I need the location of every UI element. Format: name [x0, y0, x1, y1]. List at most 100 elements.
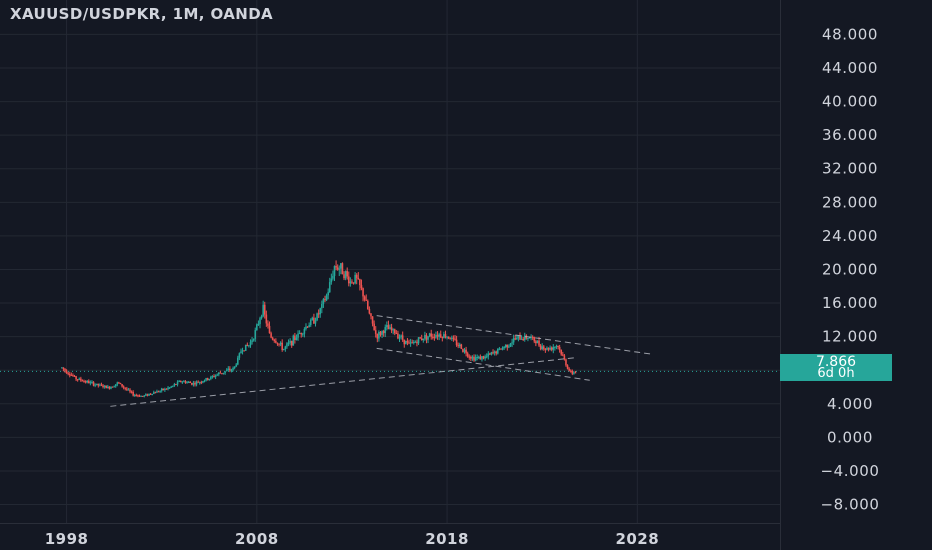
candle-body [574, 372, 577, 374]
candle-body [438, 334, 440, 337]
candle-body [83, 381, 85, 383]
candle-body [477, 356, 480, 358]
candle-body [408, 342, 410, 344]
candle-body [237, 357, 239, 365]
candle-body [159, 390, 161, 392]
candle-body [523, 335, 526, 340]
y-tick-label: 4.000 [827, 395, 873, 413]
candle-body [454, 338, 456, 340]
candle-body [347, 276, 350, 284]
candle-body [135, 395, 138, 397]
candle-body [122, 386, 125, 388]
candle-body [61, 367, 63, 369]
chart-title: XAUUSD/USDPKR, 1M, OANDA [10, 5, 274, 23]
y-tick-label: 40.000 [822, 93, 878, 111]
candle-body [566, 365, 569, 369]
candle-body [341, 263, 344, 275]
candle-body [406, 340, 409, 343]
candle-body [370, 313, 372, 317]
candle-body [460, 344, 463, 349]
candle-body [360, 285, 363, 289]
candle-body [110, 386, 112, 389]
candle-body [484, 356, 486, 359]
candle-body [276, 342, 279, 344]
candle-body [520, 338, 523, 340]
candle-body [130, 391, 133, 393]
candle-body [371, 316, 374, 324]
candle-body [271, 337, 274, 340]
candle-body [498, 348, 501, 350]
candle-body [362, 288, 364, 297]
candle-body [260, 316, 263, 319]
candle-body [462, 348, 464, 352]
candle-body [286, 343, 288, 347]
trendline [376, 315, 653, 355]
candle-body [124, 387, 127, 389]
candle-body [103, 385, 106, 388]
candle-body [127, 389, 130, 391]
candle-body [222, 372, 225, 374]
candle-body [517, 335, 520, 338]
candle-body [275, 340, 277, 343]
candle-body [492, 352, 494, 354]
x-tick-label: 2018 [425, 530, 469, 548]
candle-body [384, 327, 387, 334]
candle-body [433, 336, 436, 338]
candle-body [357, 277, 360, 280]
candle-body [165, 388, 168, 390]
candle-body [395, 333, 398, 335]
candle-body [549, 347, 551, 350]
candle-body [319, 308, 322, 315]
candle-body [343, 274, 345, 279]
candle-body [151, 393, 153, 395]
candle-body [335, 266, 337, 268]
candle-body [439, 334, 442, 338]
candle-body [308, 325, 310, 328]
candle-body [419, 337, 421, 339]
candle-body [87, 380, 90, 384]
candle-body [189, 382, 192, 384]
candle-body [547, 347, 550, 350]
y-tick-label: 44.000 [822, 59, 878, 77]
candle-body [267, 323, 269, 326]
candle-body [235, 364, 238, 367]
candle-body [259, 318, 261, 325]
candle-body [552, 347, 555, 350]
candle-body [206, 378, 209, 380]
candle-body [156, 391, 158, 393]
candle-body [249, 342, 252, 346]
candle-body [490, 352, 493, 355]
y-tick-label: 28.000 [822, 193, 878, 211]
candle-body [217, 372, 220, 375]
candle-body [501, 347, 504, 350]
x-tick-label: 2008 [235, 530, 279, 548]
candle-body [514, 338, 517, 340]
candle-body [132, 391, 134, 396]
candle-body [412, 342, 415, 344]
candle-body [160, 388, 163, 391]
candle-body [479, 356, 482, 360]
candle-body [500, 348, 502, 350]
candle-body [129, 389, 131, 392]
candle-body [152, 392, 155, 394]
candle-body [198, 382, 201, 384]
candle-body [208, 378, 211, 380]
y-tick-label: −4.000 [820, 462, 879, 480]
candle-body [179, 380, 182, 382]
candle-body [138, 395, 141, 397]
candle-body [389, 327, 391, 330]
candle-body [141, 395, 144, 397]
y-tick-label: 0.000 [827, 428, 873, 446]
candle-body [558, 346, 561, 350]
candle-body [495, 351, 498, 354]
candle-body [73, 376, 76, 378]
candle-body [243, 350, 245, 352]
candle-body [333, 266, 336, 276]
candle-body [302, 333, 304, 335]
candle-body [373, 323, 375, 331]
candle-body [89, 382, 92, 384]
candle-body [210, 376, 212, 379]
candle-body [256, 324, 258, 331]
candle-body [284, 346, 287, 349]
